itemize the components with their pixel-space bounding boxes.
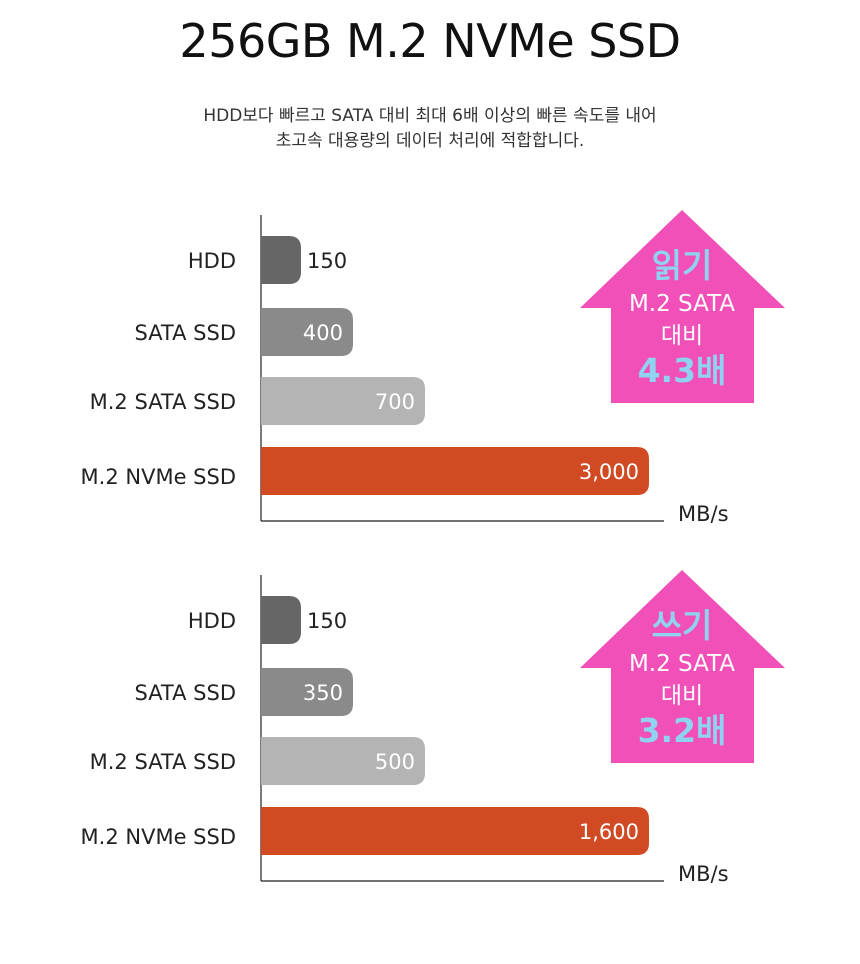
- badge-line-3: 대비: [661, 323, 703, 349]
- value-label: 150: [307, 609, 347, 633]
- category-label: HDD: [188, 249, 236, 273]
- unit-label: MB/s: [678, 502, 729, 526]
- category-label: SATA SSD: [134, 321, 236, 345]
- category-label: HDD: [188, 609, 236, 633]
- bar-m-2-nvme-ssd: [261, 807, 649, 855]
- category-label: M.2 NVMe SSD: [81, 465, 236, 489]
- write-speed-chart: HDD SATA SSD M.2 SATA SSD M.2 NVMe SSD 1…: [0, 565, 860, 895]
- badge-heading: 읽기: [652, 246, 713, 285]
- bar-m-2-sata-ssd: [261, 377, 425, 425]
- badge-line-2: M.2 SATA: [629, 291, 735, 317]
- badge-line-2: M.2 SATA: [629, 651, 735, 677]
- bar-m-2-nvme-ssd: [261, 447, 649, 495]
- value-label: 500: [375, 750, 415, 774]
- badge-multiplier: 3.2배: [638, 711, 727, 750]
- bar-hdd: [261, 596, 301, 644]
- value-label: 700: [375, 390, 415, 414]
- write-speed-chart-svg: HDD SATA SSD M.2 SATA SSD M.2 NVMe SSD 1…: [81, 570, 785, 886]
- bar-hdd: [261, 236, 301, 284]
- value-label: 400: [303, 321, 343, 345]
- badge-multiplier: 4.3배: [638, 351, 727, 390]
- bar-m-2-sata-ssd: [261, 737, 425, 785]
- read-speed-badge: 읽기 M.2 SATA 대비 4.3배: [580, 210, 785, 403]
- value-label: 3,000: [579, 460, 639, 484]
- category-label: M.2 NVMe SSD: [81, 825, 236, 849]
- up-arrow-icon: [580, 570, 785, 763]
- value-label: 350: [303, 681, 343, 705]
- bar-sata-ssd: [261, 308, 353, 356]
- badge-line-3: 대비: [661, 683, 703, 709]
- page-title: 256GB M.2 NVMe SSD: [179, 14, 681, 68]
- category-label: M.2 SATA SSD: [90, 390, 236, 414]
- bars: 150 350 500 1,600: [261, 596, 649, 855]
- read-speed-chart: HDD SATA SSD M.2 SATA SSD M.2 NVMe SSD 1…: [0, 205, 860, 535]
- subtitle-line-2: 초고속 대용량의 데이터 처리에 적합합니다.: [275, 131, 585, 151]
- category-label: M.2 SATA SSD: [90, 750, 236, 774]
- write-speed-badge: 쓰기 M.2 SATA 대비 3.2배: [580, 570, 785, 763]
- badge-heading: 쓰기: [652, 606, 713, 645]
- subtitle-line-1: HDD보다 빠르고 SATA 대비 최대 6배 이상의 빠른 속도를 내어: [203, 106, 657, 126]
- category-labels: HDD SATA SSD M.2 SATA SSD M.2 NVMe SSD: [81, 609, 236, 849]
- category-labels: HDD SATA SSD M.2 SATA SSD M.2 NVMe SSD: [81, 249, 236, 489]
- bar-sata-ssd: [261, 668, 353, 716]
- category-label: SATA SSD: [134, 681, 236, 705]
- value-label: 1,600: [579, 820, 639, 844]
- page-subtitle: HDD보다 빠르고 SATA 대비 최대 6배 이상의 빠른 속도를 내어 초고…: [0, 104, 860, 154]
- bars: 150 400 700 3,000: [261, 236, 649, 495]
- unit-label: MB/s: [678, 862, 729, 886]
- up-arrow-icon: [580, 210, 785, 403]
- read-speed-chart-svg: HDD SATA SSD M.2 SATA SSD M.2 NVMe SSD 1…: [81, 210, 785, 526]
- value-label: 150: [307, 249, 347, 273]
